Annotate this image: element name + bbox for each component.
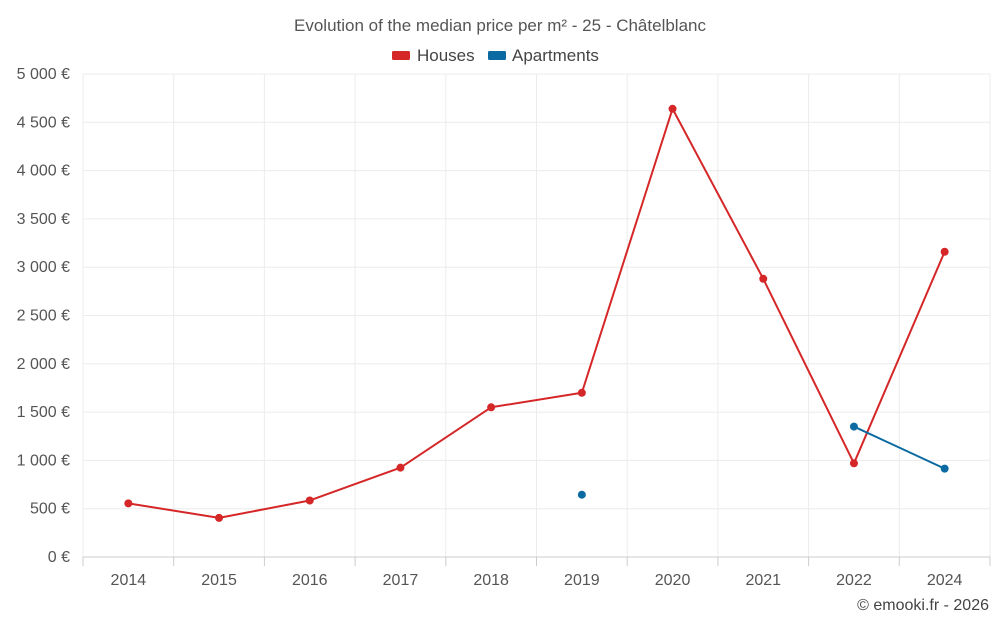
series-apartments: [577, 422, 949, 499]
data-point-apartments: [940, 464, 949, 473]
data-point-houses: [215, 513, 224, 522]
legend-label-apartments: Apartments: [512, 46, 599, 65]
data-point-houses: [396, 463, 405, 472]
legend-swatch-apartments: [488, 51, 506, 60]
data-point-houses: [940, 247, 949, 256]
x-tick-label: 2020: [655, 572, 691, 589]
y-tick-label: 2 500 €: [17, 308, 70, 325]
x-tick-label: 2019: [564, 572, 600, 589]
data-point-apartments: [577, 490, 586, 499]
data-point-houses: [577, 388, 586, 397]
data-point-houses: [124, 499, 133, 508]
y-tick-label: 0 €: [48, 549, 70, 566]
x-tick-label: 2022: [836, 572, 872, 589]
text-layer: Evolution of the median price per m² - 2…: [294, 16, 989, 614]
axis-layer: 0 € 500 € 1 000 € 1 500 € 2 000 € 2 500 € 3 00…: [17, 66, 991, 589]
series-line-houses: [128, 107, 946, 519]
data-point-houses: [759, 274, 768, 283]
legend-item-apartments: Apartments: [488, 46, 599, 65]
y-tick-label: 4 000 €: [17, 163, 70, 180]
x-tick-label: 2014: [111, 572, 147, 589]
data-point-houses: [849, 459, 858, 468]
series-houses: [124, 104, 949, 522]
legend: Houses Apartments: [392, 46, 599, 65]
data-point-houses: [305, 496, 314, 505]
legend-swatch-houses: [392, 51, 410, 60]
y-tick-label: 500 €: [30, 501, 70, 518]
legend-label-houses: Houses: [417, 46, 475, 65]
y-tick-label: 1 500 €: [17, 404, 70, 421]
y-tick-label: 2 000 €: [17, 356, 70, 373]
y-tick-label: 5 000 €: [17, 66, 70, 83]
x-tick-label: 2018: [473, 572, 509, 589]
data-point-houses: [668, 104, 677, 113]
data-point-apartments: [849, 422, 858, 431]
x-tick-label: 2021: [745, 572, 781, 589]
y-tick-label: 1 000 €: [17, 452, 70, 469]
credit-text: © emooki.fr - 2026: [857, 597, 989, 614]
data-point-houses: [487, 403, 496, 412]
grid-layer: [82, 73, 991, 557]
x-tick-label: 2024: [927, 572, 963, 589]
series-layer: [124, 104, 949, 522]
x-tick-label: 2016: [292, 572, 328, 589]
series-line-apartments: [853, 425, 946, 470]
x-tick-label: 2015: [201, 572, 237, 589]
y-tick-label: 3 000 €: [17, 259, 70, 276]
y-tick-label: 4 500 €: [17, 114, 70, 131]
chart-title: Evolution of the median price per m² - 2…: [294, 16, 706, 35]
x-tick-label: 2017: [383, 572, 419, 589]
legend-item-houses: Houses: [392, 46, 475, 65]
y-tick-label: 3 500 €: [17, 211, 70, 228]
